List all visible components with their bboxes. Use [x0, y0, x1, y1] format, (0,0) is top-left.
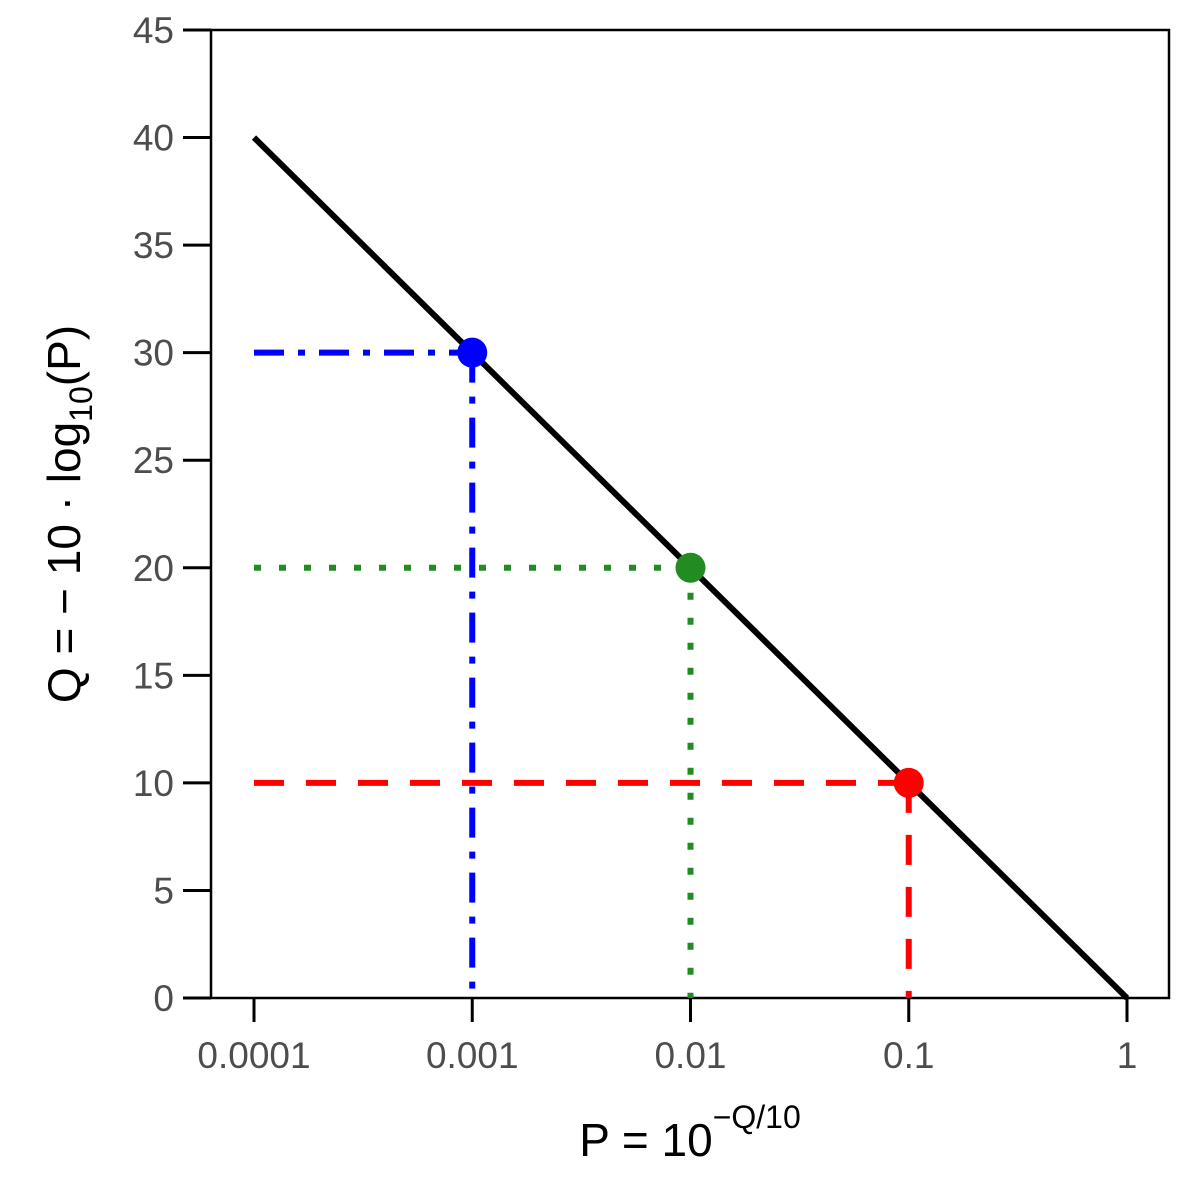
- x-tick-label: 0.0001: [197, 1035, 310, 1076]
- x-tick-label: 0.01: [654, 1035, 726, 1076]
- y-tick-label: 20: [133, 548, 174, 589]
- y-tick-label: 10: [133, 763, 174, 804]
- y-tick-label: 25: [133, 440, 174, 481]
- plot-frame: [209, 28, 1171, 1000]
- x-tick-label: 0.1: [883, 1035, 934, 1076]
- y-tick-label: 35: [133, 225, 174, 266]
- y-tick-label: 30: [133, 333, 174, 374]
- y-tick-label: 5: [153, 870, 174, 911]
- x-tick-label: 1: [1117, 1035, 1138, 1076]
- data-point-Q20: [675, 552, 706, 583]
- y-axis-title: Q = − 10 · log10(P): [38, 325, 99, 703]
- y-tick-label: 15: [133, 655, 174, 696]
- y-tick-label: 0: [153, 978, 174, 1019]
- y-tick-label: 40: [133, 118, 174, 159]
- x-axis-title: P = 10−Q/10: [579, 1099, 801, 1166]
- y-tick-label: 45: [133, 10, 174, 51]
- data-point-Q10: [893, 767, 924, 798]
- x-tick-label: 0.001: [426, 1035, 519, 1076]
- data-point-Q30: [457, 337, 488, 368]
